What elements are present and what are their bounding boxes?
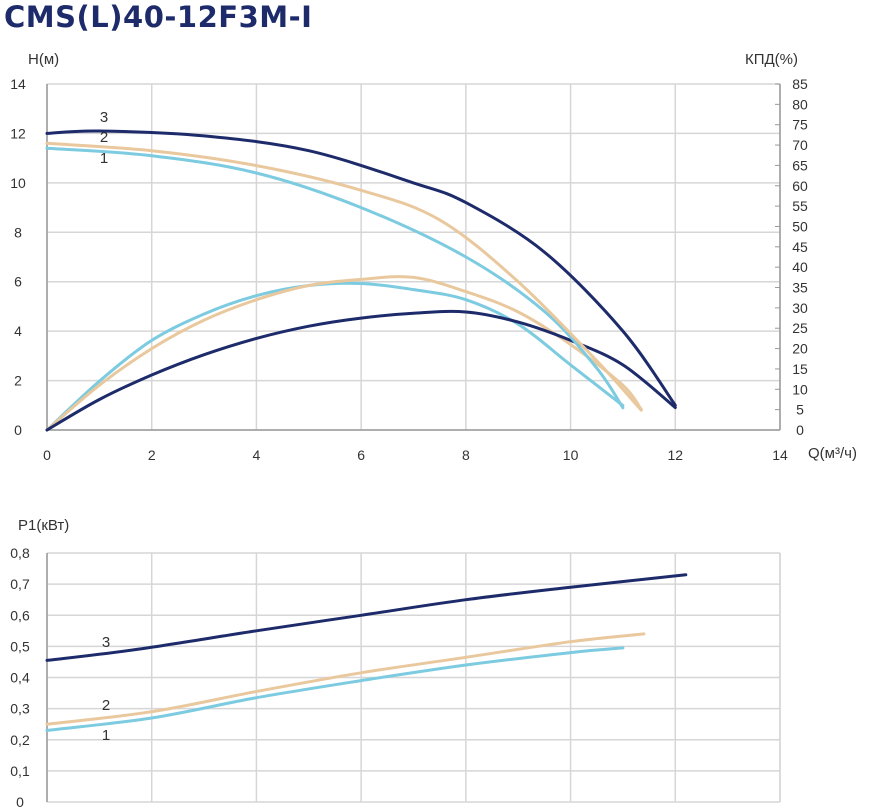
top-y2-tick-label: 0 bbox=[796, 422, 804, 438]
top-y2-tick-label: 55 bbox=[792, 198, 808, 214]
head-curve-1 bbox=[45, 146, 625, 410]
top-x-tick-label: 2 bbox=[148, 447, 156, 463]
chart-title: CMS(L)40-12F3M-I bbox=[4, 0, 313, 34]
power-curve-3 bbox=[45, 573, 688, 662]
top-y2-tick-label: 10 bbox=[792, 381, 808, 397]
bottom-y-tick-label: 0,7 bbox=[10, 576, 30, 592]
efficiency-curve-3 bbox=[45, 309, 677, 432]
efficiency-curve-2 bbox=[45, 275, 643, 432]
bottom-y-tick-label: 0,1 bbox=[10, 763, 30, 779]
top-y2-tick-label: 15 bbox=[792, 361, 808, 377]
bottom-y-tick-label: 0,6 bbox=[10, 607, 30, 623]
top-y-tick-label: 8 bbox=[14, 224, 22, 240]
top-x-axis-label: Q(м³/ч) bbox=[808, 445, 857, 462]
top-y2-tick-label: 65 bbox=[792, 157, 808, 173]
top-x-tick-label: 6 bbox=[357, 447, 365, 463]
top-y2-tick-label: 30 bbox=[792, 300, 808, 316]
top-y-tick-label: 6 bbox=[14, 274, 22, 290]
bottom-y-tick-label: 0 bbox=[16, 794, 24, 810]
top-x-tick-label: 10 bbox=[563, 447, 579, 463]
top-y-tick-label: 4 bbox=[14, 323, 22, 339]
bottom-curve-label-3: 3 bbox=[102, 634, 110, 651]
top-y-tick-label: 2 bbox=[14, 373, 22, 389]
top-y2-tick-label: 85 bbox=[792, 76, 808, 92]
top-y2-tick-label: 45 bbox=[792, 239, 808, 255]
top-y-tick-label: 0 bbox=[14, 422, 22, 438]
top-y2-tick-label: 35 bbox=[792, 280, 808, 296]
top-y2-tick-label: 40 bbox=[792, 259, 808, 275]
top-y2-tick-label: 20 bbox=[792, 341, 808, 357]
top-curve-label-3: 3 bbox=[100, 109, 108, 126]
top-x-tick-label: 8 bbox=[462, 447, 470, 463]
power-curve-2 bbox=[45, 632, 646, 726]
bottom-y-tick-label: 0,8 bbox=[10, 545, 30, 561]
top-y2-tick-label: 80 bbox=[792, 96, 808, 112]
top-y2-tick-label: 25 bbox=[792, 320, 808, 336]
top-x-tick-label: 14 bbox=[772, 447, 788, 463]
top-curve-label-1: 1 bbox=[100, 150, 108, 167]
top-y-axis-label: H(м) bbox=[28, 51, 59, 68]
top-y2-tick-label: 75 bbox=[792, 117, 808, 133]
head-curve-2 bbox=[45, 141, 643, 412]
top-y2-tick-label: 70 bbox=[792, 137, 808, 153]
bottom-curve-label-1: 1 bbox=[102, 727, 110, 744]
top-y-tick-label: 10 bbox=[10, 175, 26, 191]
top-y-tick-label: 12 bbox=[10, 125, 26, 141]
bottom-y-tick-label: 0,5 bbox=[10, 638, 30, 654]
top-x-tick-label: 4 bbox=[253, 447, 261, 463]
bottom-curve-label-2: 2 bbox=[102, 697, 110, 714]
top-y2-axis-label: КПД(%) bbox=[745, 51, 798, 68]
bottom-y-tick-label: 0,2 bbox=[10, 732, 30, 748]
head-curve-3 bbox=[45, 129, 677, 407]
bottom-y-tick-label: 0,3 bbox=[10, 701, 30, 717]
efficiency-curve-1 bbox=[45, 281, 625, 432]
top-y2-tick-label: 5 bbox=[796, 402, 804, 418]
top-y-tick-label: 14 bbox=[10, 76, 26, 92]
top-curve-label-2: 2 bbox=[100, 129, 108, 146]
top-x-tick-label: 0 bbox=[43, 447, 51, 463]
top-x-tick-label: 12 bbox=[667, 447, 683, 463]
power-curve-1 bbox=[45, 646, 625, 732]
bottom-y-tick-label: 0,4 bbox=[10, 670, 30, 686]
top-y2-tick-label: 60 bbox=[792, 178, 808, 194]
top-y2-tick-label: 50 bbox=[792, 218, 808, 234]
bottom-y-axis-label: P1(кВт) bbox=[18, 517, 69, 534]
